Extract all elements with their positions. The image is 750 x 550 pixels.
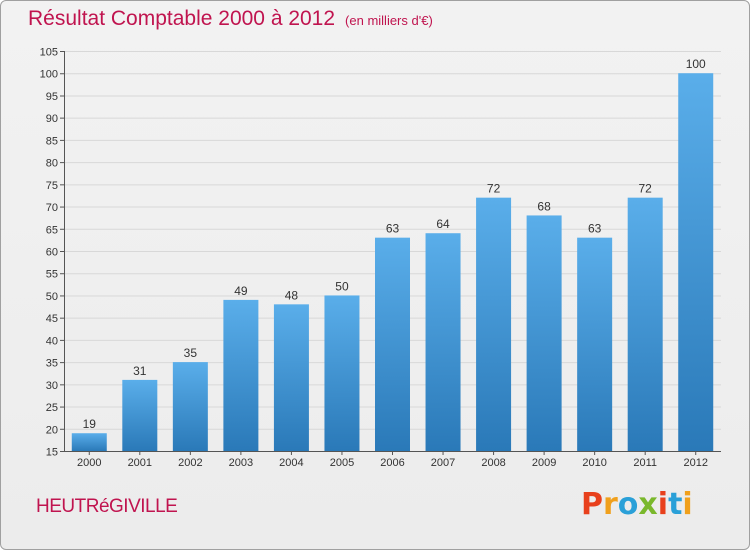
bar-2010 xyxy=(577,237,613,451)
x-tick-label-2010: 2010 xyxy=(582,457,606,469)
x-tick-label-2005: 2005 xyxy=(330,457,354,469)
bar-value-2002: 35 xyxy=(184,346,198,360)
x-tick-label-2006: 2006 xyxy=(380,457,404,469)
y-tick-label-80: 80 xyxy=(46,158,58,170)
logo-letter: t xyxy=(668,487,683,522)
proxiti-logo[interactable]: Proxiti xyxy=(581,487,693,522)
logo-letter: r xyxy=(603,487,618,522)
y-tick-label-60: 60 xyxy=(46,247,58,259)
bar-value-2005: 50 xyxy=(335,279,349,293)
bar-value-2006: 63 xyxy=(386,222,400,236)
x-tick-label-2012: 2012 xyxy=(683,457,707,469)
y-tick-label-30: 30 xyxy=(46,380,58,392)
y-tick-label-65: 65 xyxy=(46,224,58,236)
y-tick-label-40: 40 xyxy=(46,335,58,347)
y-tick-label-50: 50 xyxy=(46,291,58,303)
bar-2002 xyxy=(172,362,208,451)
bar-2008 xyxy=(476,197,512,451)
x-tick-label-2000: 2000 xyxy=(77,457,101,469)
x-tick-label-2004: 2004 xyxy=(279,457,303,469)
bar-2007 xyxy=(425,233,461,451)
chart-title-text: Résultat Comptable 2000 à 2012 xyxy=(28,7,336,30)
x-tick-label-2008: 2008 xyxy=(481,457,505,469)
bar-value-2010: 63 xyxy=(588,222,602,236)
x-tick-label-2011: 2011 xyxy=(633,457,657,469)
x-tick-label-2002: 2002 xyxy=(178,457,202,469)
y-tick-label-90: 90 xyxy=(46,113,58,125)
y-tick-label-45: 45 xyxy=(46,313,58,325)
y-tick-label-55: 55 xyxy=(46,269,58,281)
bar-2006 xyxy=(375,237,410,451)
bar-value-2012: 100 xyxy=(686,57,706,71)
logo-letter: x xyxy=(638,487,658,522)
x-tick-label-2001: 2001 xyxy=(128,457,152,469)
bar-2005 xyxy=(324,295,360,451)
bar-value-2011: 72 xyxy=(639,182,653,196)
y-tick-label-100: 100 xyxy=(40,69,58,81)
y-tick-label-15: 15 xyxy=(46,447,58,459)
logo-letter: i xyxy=(657,487,669,522)
chart-title: Résultat Comptable 2000 à 2012 (en millie… xyxy=(28,7,433,31)
bar-value-2004: 48 xyxy=(285,288,299,302)
bar-2009 xyxy=(526,215,562,451)
logo-letter: P xyxy=(581,487,603,522)
bar-value-2003: 49 xyxy=(234,284,248,298)
y-tick-label-75: 75 xyxy=(46,180,58,192)
bar-value-2007: 64 xyxy=(436,217,450,231)
axes xyxy=(60,51,721,455)
x-tick-label-2009: 2009 xyxy=(532,457,556,469)
bar-value-2008: 72 xyxy=(487,182,501,196)
bar-2011 xyxy=(627,197,663,451)
x-tick-label-2003: 2003 xyxy=(229,457,253,469)
y-tick-label-20: 20 xyxy=(46,424,58,436)
y-tick-label-95: 95 xyxy=(46,91,58,103)
y-tick-label-70: 70 xyxy=(46,202,58,214)
logo-letter: o xyxy=(617,487,639,522)
chart-unit: (en milliers d'€) xyxy=(345,13,433,28)
bar-2012 xyxy=(678,73,714,451)
bar-value-2001: 31 xyxy=(133,364,147,378)
bars xyxy=(71,73,714,451)
y-tick-label-85: 85 xyxy=(46,135,58,147)
y-tick-label-35: 35 xyxy=(46,358,58,370)
labels: 15 20 25 30 35 40 45 50 55 60 65 70 75 80 85 90 95 100 105… xyxy=(40,47,708,470)
bar-2000 xyxy=(71,433,107,451)
bar-2004 xyxy=(273,304,309,451)
bar-value-2009: 68 xyxy=(537,199,551,213)
bar-2003 xyxy=(223,299,259,451)
y-tick-label-105: 105 xyxy=(40,47,58,59)
logo-letter: i xyxy=(682,487,693,522)
x-tick-label-2007: 2007 xyxy=(431,457,455,469)
y-tick-label-25: 25 xyxy=(46,402,58,414)
bar-value-2000: 19 xyxy=(83,417,97,431)
town-name: HEUTRéGIVILLE xyxy=(36,496,178,517)
bar-2001 xyxy=(122,379,158,451)
